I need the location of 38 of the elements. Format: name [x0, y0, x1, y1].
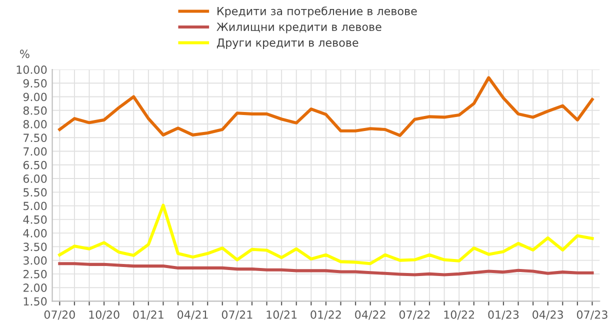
- x-tick-label: 10/20: [89, 310, 120, 320]
- x-tick-label: 01/23: [488, 310, 519, 320]
- y-tick-label: 4.50: [23, 215, 47, 224]
- line-series: [58, 204, 594, 266]
- x-tick-label: 04/21: [178, 310, 208, 320]
- x-tick-label: 01/22: [310, 310, 341, 320]
- x-tick-label: 04/23: [532, 310, 563, 320]
- y-tick-label: 5.50: [24, 188, 47, 197]
- y-tick-label: 9.50: [23, 79, 47, 88]
- y-tick-label: 8.50: [23, 106, 47, 115]
- line-series: [58, 262, 594, 276]
- y-tick-label: 3.00: [24, 256, 47, 265]
- line-series: [58, 76, 594, 138]
- y-axis-title: %: [20, 50, 30, 58]
- y-tick-label: 8.00: [23, 120, 47, 128]
- y-tick-label: 3.50: [24, 242, 47, 252]
- x-tick-label: 04/22: [355, 310, 386, 320]
- y-tick-label: 1.50: [24, 297, 47, 306]
- legend-label: Други кредити в левове: [216, 38, 358, 49]
- legend-label: Жилищни кредити в левове: [216, 22, 382, 34]
- x-tick-label: 01/21: [133, 310, 164, 320]
- y-tick-label: 6.00: [23, 174, 47, 183]
- y-tick-label: 10.00: [16, 65, 47, 74]
- x-tick-label: 07/21: [222, 310, 252, 320]
- y-tick-label: 7.50: [24, 134, 47, 142]
- y-tick-label: 7.00: [24, 147, 47, 156]
- y-tick-label: 9.00: [23, 92, 47, 102]
- legend-label: Кредити за потребление в левове: [218, 6, 417, 18]
- x-tick-label: 07/20: [44, 310, 75, 320]
- y-tick-label: 2.50: [23, 270, 47, 278]
- x-tick-label: 07/22: [399, 310, 430, 320]
- x-tick-label: 10/22: [444, 310, 474, 320]
- x-tick-label: 07/23: [576, 310, 608, 320]
- y-tick-label: 2.00: [23, 284, 47, 292]
- y-tick-label: 4.00: [23, 229, 47, 238]
- y-tick-label: 5.00: [24, 202, 47, 210]
- y-tick-label: 6.50: [23, 160, 47, 170]
- x-tick-label: 10/21: [266, 310, 297, 320]
